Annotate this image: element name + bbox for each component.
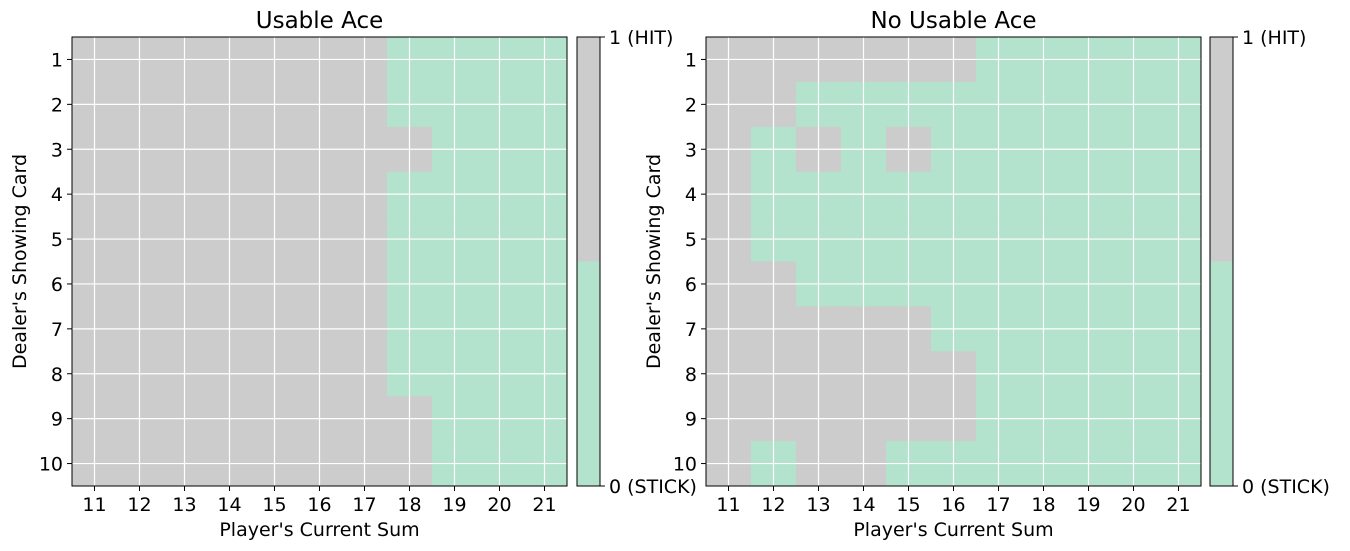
x-tick-label: 17: [986, 494, 1010, 516]
y-tick-label: 2: [685, 94, 697, 116]
y-tick-label: 10: [39, 454, 63, 476]
y-tick-label: 2: [51, 94, 63, 116]
x-axis-label: Player's Current Sum: [853, 519, 1053, 541]
y-tick-label: 9: [685, 409, 697, 431]
x-tick-label: 20: [487, 494, 511, 516]
y-tick-label: 3: [51, 139, 63, 161]
x-tick-label: 18: [1031, 494, 1055, 516]
colorbar-hit-segment: [577, 37, 600, 262]
x-tick-label: 13: [172, 494, 196, 516]
x-tick-label: 21: [1166, 494, 1190, 516]
y-tick-label: 6: [51, 274, 63, 296]
y-tick-label: 3: [685, 139, 697, 161]
x-tick-label: 21: [532, 494, 556, 516]
colorbar-label-stick: 0 (STICK): [609, 476, 697, 498]
colorbar-frame: [1209, 36, 1234, 487]
x-tick-label: 18: [397, 494, 421, 516]
colorbar-frame: [576, 36, 601, 487]
x-tick-label: 19: [1076, 494, 1100, 516]
chart-title: No Usable Ace: [870, 8, 1036, 34]
grid-lines: [706, 37, 1201, 486]
y-tick-label: 7: [51, 319, 63, 341]
y-tick-label: 4: [51, 184, 63, 206]
colorbar-label-stick: 0 (STICK): [1242, 476, 1330, 498]
x-tick-label: 14: [217, 494, 241, 516]
colorbar: 1 (HIT) 0 (STICK): [1209, 27, 1330, 498]
y-tick-label: 7: [685, 319, 697, 341]
y-tick-label: 1: [685, 49, 697, 71]
x-tick-label: 11: [82, 494, 106, 516]
colorbar-hit-segment: [1210, 37, 1233, 262]
x-axis-label: Player's Current Sum: [219, 519, 419, 541]
colorbar-label-hit: 1 (HIT): [1242, 27, 1306, 49]
colorbar-stick-segment: [577, 261, 600, 486]
grid-lines: [72, 37, 567, 486]
x-tick-label: 15: [262, 494, 286, 516]
x-tick-label: 16: [941, 494, 965, 516]
y-tick-label: 4: [685, 184, 697, 206]
x-tick-label: 12: [127, 494, 151, 516]
x-tick-label: 14: [851, 494, 875, 516]
usable-ace-panel: 11 12 13 14 15 16 17 18 19 20 2112345678910Usable …: [9, 8, 697, 541]
y-axis-label: Dealer's Showing Card: [643, 154, 665, 369]
x-tick-label: 11: [716, 494, 740, 516]
y-tick-label: 1: [51, 49, 63, 71]
x-tick-label: 20: [1121, 494, 1145, 516]
chart-title: Usable Ace: [256, 8, 384, 34]
x-tick-label: 15: [896, 494, 920, 516]
x-tick-label: 12: [761, 494, 785, 516]
colorbar-stick-segment: [1210, 261, 1233, 486]
colorbar-label-hit: 1 (HIT): [609, 27, 673, 49]
y-tick-label: 8: [685, 364, 697, 386]
y-tick-label: 10: [673, 454, 697, 476]
y-tick-label: 8: [51, 364, 63, 386]
y-tick-label: 5: [685, 229, 697, 251]
x-tick-label: 19: [442, 494, 466, 516]
x-tick-label: 13: [806, 494, 830, 516]
x-tick-label: 16: [307, 494, 331, 516]
x-tick-label: 17: [352, 494, 376, 516]
y-tick-label: 6: [685, 274, 697, 296]
y-tick-label: 9: [51, 409, 63, 431]
y-axis-label: Dealer's Showing Card: [9, 154, 31, 369]
y-tick-label: 5: [51, 229, 63, 251]
colorbar: 1 (HIT) 0 (STICK): [576, 27, 697, 498]
